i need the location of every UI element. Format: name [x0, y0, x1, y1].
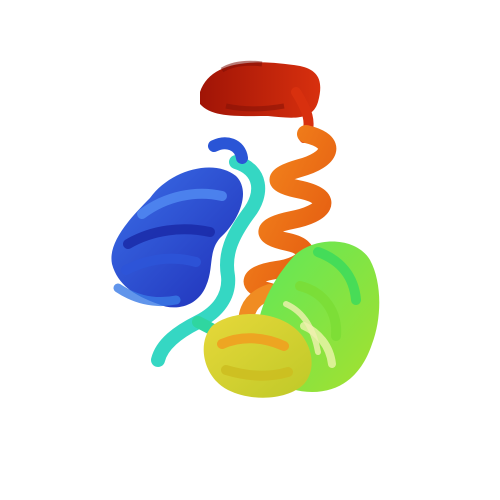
yellow-domain	[203, 301, 321, 398]
n-terminal-domain	[111, 137, 248, 308]
